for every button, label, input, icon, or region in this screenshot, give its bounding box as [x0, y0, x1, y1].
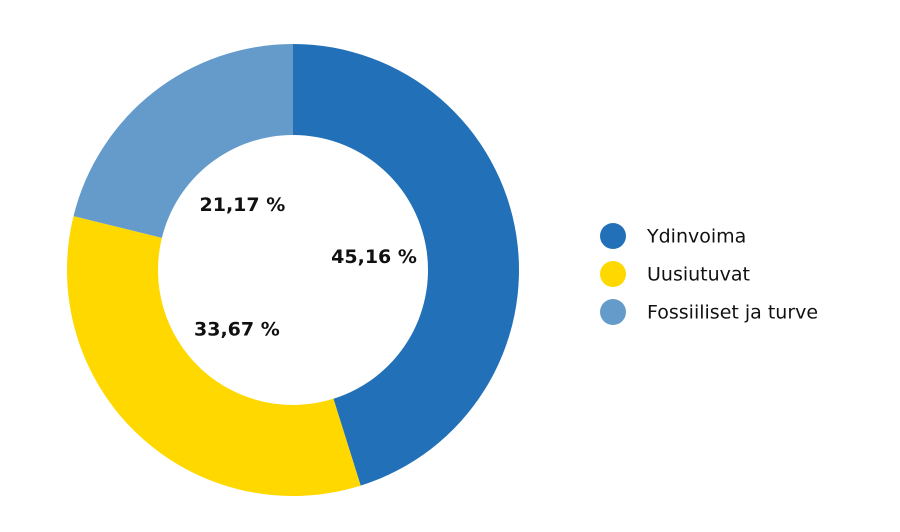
slice [67, 216, 361, 497]
legend-label: Fossiiliset ja turve [647, 302, 818, 324]
slice [293, 44, 519, 486]
legend-label: Uusiutuvat [647, 264, 750, 286]
legend-marker [600, 223, 626, 249]
legend-marker [600, 261, 626, 287]
value-label: 21,17 % [200, 194, 286, 216]
legend-marker [600, 299, 626, 325]
value-label: 45,16 % [331, 246, 417, 268]
legend-label: Ydinvoima [646, 226, 746, 248]
value-label: 33,67 % [194, 318, 280, 340]
slice [73, 44, 294, 238]
